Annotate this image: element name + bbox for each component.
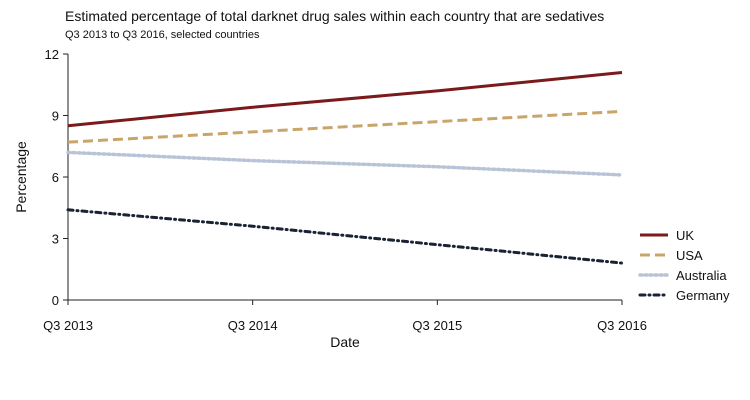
series-line-australia <box>66 150 624 177</box>
y-tick-label: 0 <box>52 293 59 308</box>
legend-label-usa: USA <box>676 248 703 263</box>
x-ticks: Q3 2013 Q3 2014 Q3 2015 Q3 2016 <box>43 300 647 333</box>
series-line-usa <box>67 109 623 144</box>
x-tick-label: Q3 2016 <box>597 318 647 333</box>
chart-subtitle: Q3 2013 to Q3 2016, selected countries <box>65 29 260 41</box>
y-tick-label: 9 <box>52 109 59 124</box>
x-tick-label: Q3 2014 <box>228 318 278 333</box>
x-tick-label: Q3 2013 <box>43 318 93 333</box>
y-ticks: 0 3 6 9 12 <box>45 47 68 308</box>
y-tick-label: 3 <box>52 232 59 247</box>
chart-title: Estimated percentage of total darknet dr… <box>65 8 604 24</box>
series-line-uk <box>67 70 623 128</box>
axes <box>67 54 622 301</box>
y-axis-label: Percentage <box>13 141 29 213</box>
legend: UK USA Australia Germany <box>638 228 730 303</box>
legend-label-uk: UK <box>676 228 694 243</box>
y-tick-label: 6 <box>52 170 59 185</box>
series-line-germany <box>66 208 624 265</box>
legend-label-germany: Germany <box>676 288 730 303</box>
legend-label-australia: Australia <box>676 268 727 283</box>
x-tick-label: Q3 2015 <box>412 318 462 333</box>
series-layer <box>66 70 624 265</box>
y-tick-label: 12 <box>45 47 59 62</box>
x-axis-label: Date <box>330 334 360 350</box>
